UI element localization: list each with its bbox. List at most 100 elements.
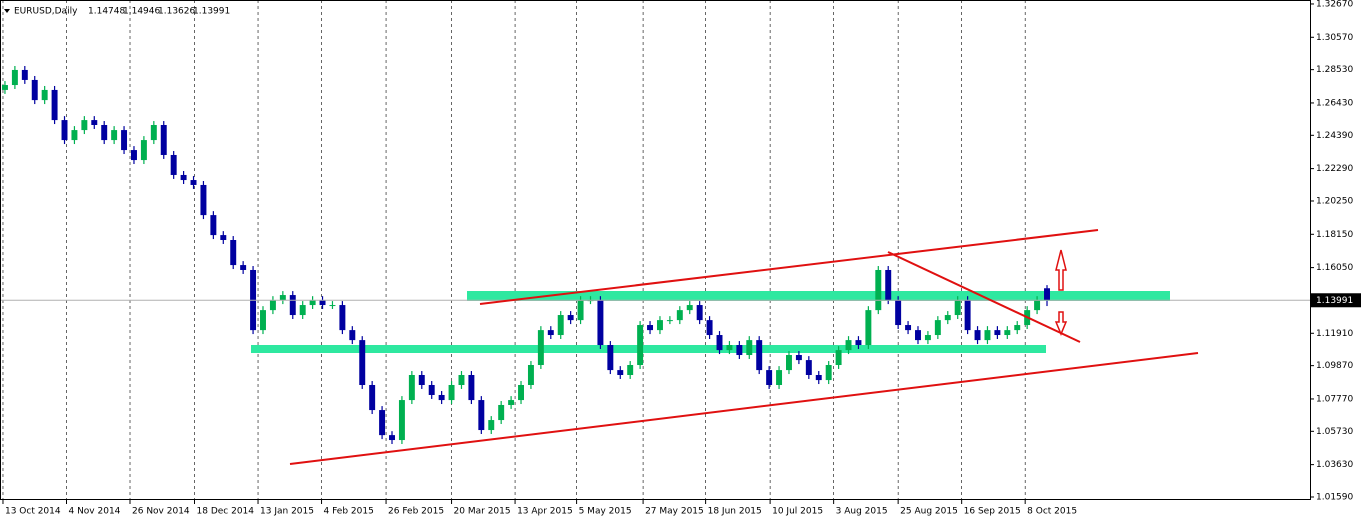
candle-body bbox=[934, 320, 941, 336]
candle-body bbox=[279, 295, 286, 301]
x-tick-label: 20 Mar 2015 bbox=[454, 507, 511, 517]
candle-body bbox=[994, 330, 1001, 336]
candle-body bbox=[131, 150, 137, 161]
y-tick-label: 1.09870 bbox=[1316, 361, 1353, 371]
candle-body bbox=[527, 365, 534, 385]
y-tick-label: 1.20250 bbox=[1316, 196, 1353, 206]
candle-body bbox=[835, 350, 842, 366]
candle-body bbox=[289, 295, 296, 316]
falling-trendline bbox=[887, 251, 1081, 343]
candle-body bbox=[111, 130, 118, 141]
candle-body bbox=[567, 315, 574, 321]
candle-body bbox=[190, 180, 197, 185]
y-tick-label: 1.03630 bbox=[1316, 460, 1353, 470]
x-tick-label: 10 Jul 2015 bbox=[772, 507, 823, 517]
candle-body bbox=[468, 375, 475, 401]
candle-body bbox=[418, 375, 425, 385]
candle-body bbox=[815, 375, 822, 381]
candle-body bbox=[488, 420, 495, 431]
open-value: 1.14748 bbox=[88, 7, 125, 17]
candle-body bbox=[666, 320, 673, 322]
candle-body bbox=[299, 305, 306, 316]
candle-body bbox=[339, 305, 346, 331]
y-tick-label: 1.32670 bbox=[1316, 0, 1353, 9]
x-tick-label: 18 Dec 2014 bbox=[197, 507, 255, 517]
y-tick-label: 1.30570 bbox=[1316, 33, 1353, 43]
candle-body bbox=[706, 320, 713, 336]
candle-body bbox=[984, 330, 991, 341]
channel-top bbox=[479, 229, 1099, 305]
high-value: 1.14946 bbox=[123, 7, 160, 17]
candle-body bbox=[954, 300, 961, 316]
candle-body bbox=[170, 154, 177, 175]
support-band bbox=[251, 345, 1046, 353]
candle-body bbox=[895, 300, 902, 326]
x-tick-label: 13 Oct 2014 bbox=[5, 507, 61, 517]
x-tick-label: 26 Feb 2015 bbox=[388, 507, 444, 517]
candle-body bbox=[260, 310, 266, 331]
candle-body bbox=[61, 120, 68, 141]
candles bbox=[0, 65, 1310, 445]
x-tick-label: 5 May 2015 bbox=[579, 507, 632, 517]
candle-body bbox=[1014, 325, 1021, 331]
candle-body bbox=[359, 340, 366, 385]
x-tick-label: 18 Jun 2015 bbox=[708, 507, 762, 517]
dropdown-icon bbox=[4, 9, 10, 13]
candle-body bbox=[875, 269, 882, 311]
candle-body bbox=[607, 345, 614, 371]
candle-body bbox=[230, 240, 237, 266]
candle-body bbox=[160, 125, 167, 155]
candle-body bbox=[41, 89, 48, 101]
candle-body bbox=[1034, 300, 1041, 311]
candle-body bbox=[150, 125, 157, 141]
down-arrow bbox=[1054, 311, 1068, 336]
candle-body bbox=[329, 305, 336, 307]
candle-body bbox=[389, 435, 395, 441]
candle-body bbox=[319, 300, 326, 306]
candle-body bbox=[428, 384, 435, 395]
y-tick-label: 1.24390 bbox=[1316, 131, 1353, 141]
candle-body bbox=[448, 384, 455, 401]
candle-body bbox=[776, 370, 783, 385]
y-tick-label: 1.01590 bbox=[1316, 492, 1353, 502]
candle-body bbox=[686, 305, 693, 311]
candle-body bbox=[825, 365, 832, 381]
x-tick-label: 26 Nov 2014 bbox=[132, 507, 190, 517]
y-tick-label: 1.16050 bbox=[1316, 263, 1353, 273]
candle-body bbox=[974, 330, 981, 341]
candle-body bbox=[964, 300, 971, 331]
candle-body bbox=[547, 330, 554, 336]
candle-body bbox=[369, 384, 376, 411]
candle-body bbox=[498, 404, 505, 421]
candle-body bbox=[180, 174, 187, 181]
resistance-band bbox=[467, 291, 1170, 301]
plot-frame bbox=[0, 0, 1311, 500]
candle-body bbox=[240, 265, 247, 270]
y-tick-label: 1.26430 bbox=[1316, 98, 1353, 108]
candle-body bbox=[756, 340, 763, 371]
candle-body bbox=[458, 375, 465, 385]
candle-body bbox=[537, 330, 544, 366]
candle-body bbox=[81, 120, 88, 131]
y-tick-label: 1.18150 bbox=[1316, 230, 1353, 240]
y-tick-label: 1.11910 bbox=[1316, 329, 1353, 339]
candle-body bbox=[924, 335, 931, 341]
candle-body bbox=[577, 300, 584, 321]
candle-body bbox=[508, 400, 515, 405]
candle-body bbox=[795, 355, 802, 361]
candle-body bbox=[786, 355, 792, 371]
candle-body bbox=[746, 340, 753, 356]
candle-body bbox=[408, 375, 415, 401]
candle-body bbox=[11, 69, 18, 86]
candle-body bbox=[140, 140, 147, 161]
candle-body bbox=[617, 370, 624, 375]
low-value: 1.13626 bbox=[158, 7, 195, 17]
candle-body bbox=[865, 310, 872, 346]
candle-body bbox=[944, 315, 951, 321]
candle-body bbox=[885, 269, 892, 301]
x-tick-label: 13 Jan 2015 bbox=[260, 507, 314, 517]
candle-body bbox=[438, 394, 445, 401]
x-tick-label: 27 May 2015 bbox=[645, 507, 704, 517]
